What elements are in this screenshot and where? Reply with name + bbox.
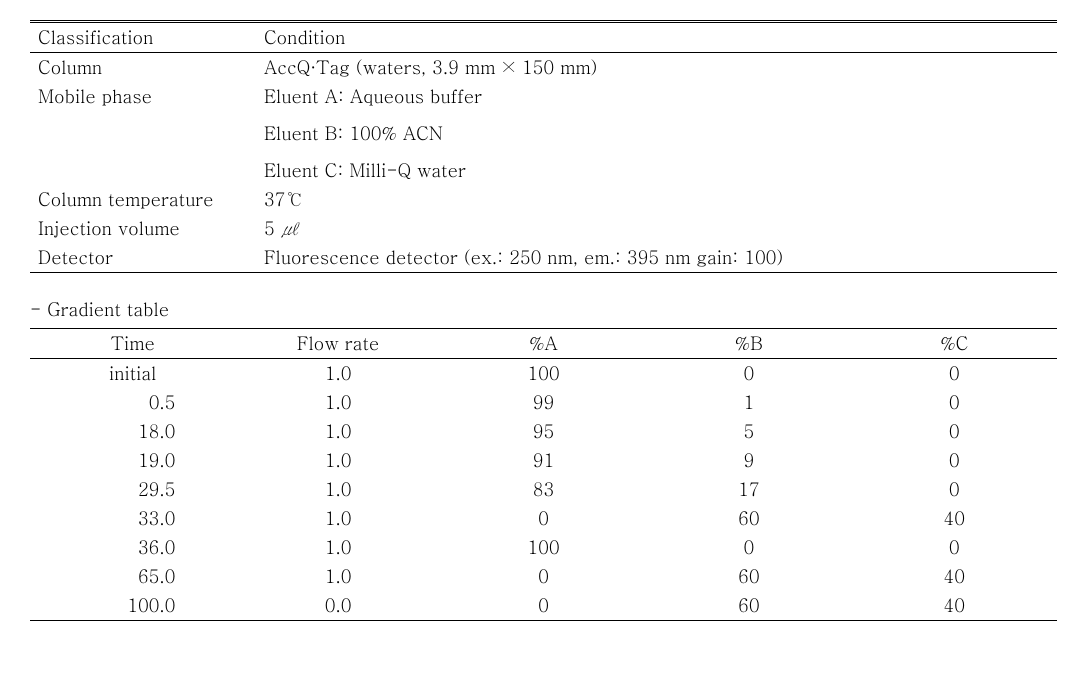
cell-time: 29.5 <box>30 475 235 504</box>
cell-a: 91 <box>441 446 646 475</box>
row-value: Fluorescence detector (ex.: 250 nm, em.:… <box>256 243 1057 273</box>
cell-a: 95 <box>441 417 646 446</box>
table-header-row: Classification Condition <box>30 22 1057 53</box>
cell-b: 60 <box>646 591 851 621</box>
conditions-table: Classification Condition ColumnAccQ·Tag … <box>30 20 1057 273</box>
cell-b: 17 <box>646 475 851 504</box>
cell-flow: 1.0 <box>235 475 440 504</box>
header-b: %B <box>646 329 851 359</box>
row-value: AccQ·Tag (waters, 3.9 mm × 150 mm) <box>256 53 1057 83</box>
row-value: Eluent C: Milli-Q water <box>256 148 1057 185</box>
table-row: Injection volume5 ㎕ <box>30 214 1057 243</box>
row-label: Mobile phase <box>30 82 256 111</box>
table-row: 19.01.09190 <box>30 446 1057 475</box>
header-flow: Flow rate <box>235 329 440 359</box>
cell-flow: 1.0 <box>235 533 440 562</box>
cell-c: 0 <box>852 446 1057 475</box>
row-label: Column <box>30 53 256 83</box>
cell-flow: 1.0 <box>235 446 440 475</box>
cell-c: 40 <box>852 504 1057 533</box>
cell-time: 0.5 <box>30 388 235 417</box>
cell-c: 40 <box>852 591 1057 621</box>
table-row: 0.51.09910 <box>30 388 1057 417</box>
table-row: Eluent B: 100% ACN <box>30 111 1057 148</box>
header-a: %A <box>441 329 646 359</box>
table-row: DetectorFluorescence detector (ex.: 250 … <box>30 243 1057 273</box>
cell-a: 0 <box>441 562 646 591</box>
cell-time: 19.0 <box>30 446 235 475</box>
cell-a: 100 <box>441 359 646 389</box>
table-row: initial1.010000 <box>30 359 1057 389</box>
cell-flow: 1.0 <box>235 359 440 389</box>
row-value: 37℃ <box>256 185 1057 214</box>
cell-b: 60 <box>646 562 851 591</box>
cell-flow: 1.0 <box>235 417 440 446</box>
cell-b: 9 <box>646 446 851 475</box>
cell-b: 1 <box>646 388 851 417</box>
cell-b: 60 <box>646 504 851 533</box>
table-row: 36.01.010000 <box>30 533 1057 562</box>
cell-flow: 1.0 <box>235 562 440 591</box>
row-value: Eluent A: Aqueous buffer <box>256 82 1057 111</box>
cell-c: 0 <box>852 475 1057 504</box>
unit-symbol: ㎕ <box>281 216 299 241</box>
cell-a: 83 <box>441 475 646 504</box>
gradient-table: Time Flow rate %A %B %C initial1.0100000… <box>30 328 1057 621</box>
cell-time: 65.0 <box>30 562 235 591</box>
cell-a: 0 <box>441 591 646 621</box>
header-condition: Condition <box>256 22 1057 53</box>
row-value: Eluent B: 100% ACN <box>256 111 1057 148</box>
cell-c: 40 <box>852 562 1057 591</box>
cell-flow: 1.0 <box>235 388 440 417</box>
row-label: Detector <box>30 243 256 273</box>
header-c: %C <box>852 329 1057 359</box>
cell-b: 5 <box>646 417 851 446</box>
cell-time: 18.0 <box>30 417 235 446</box>
table-row: Mobile phaseEluent A: Aqueous buffer <box>30 82 1057 111</box>
header-time: Time <box>30 329 235 359</box>
cell-time: 100.0 <box>30 591 235 621</box>
table-header-row: Time Flow rate %A %B %C <box>30 329 1057 359</box>
cell-time: 33.0 <box>30 504 235 533</box>
cell-flow: 1.0 <box>235 504 440 533</box>
cell-c: 0 <box>852 388 1057 417</box>
table-row: 65.01.006040 <box>30 562 1057 591</box>
cell-c: 0 <box>852 533 1057 562</box>
cell-c: 0 <box>852 417 1057 446</box>
table-row: ColumnAccQ·Tag (waters, 3.9 mm × 150 mm) <box>30 53 1057 83</box>
cell-a: 100 <box>441 533 646 562</box>
cell-time: initial <box>30 359 235 389</box>
cell-flow: 0.0 <box>235 591 440 621</box>
cell-time: 36.0 <box>30 533 235 562</box>
cell-a: 99 <box>441 388 646 417</box>
table-row: 33.01.006040 <box>30 504 1057 533</box>
header-classification: Classification <box>30 22 256 53</box>
gradient-table-label: - Gradient table <box>30 297 1057 322</box>
cell-b: 0 <box>646 359 851 389</box>
row-value: 5 ㎕ <box>256 214 1057 243</box>
table-row: Column temperature37℃ <box>30 185 1057 214</box>
cell-b: 0 <box>646 533 851 562</box>
row-label: Column temperature <box>30 185 256 214</box>
cell-a: 0 <box>441 504 646 533</box>
table-row: 29.51.083170 <box>30 475 1057 504</box>
table-row: Eluent C: Milli-Q water <box>30 148 1057 185</box>
table-row: 100.00.006040 <box>30 591 1057 621</box>
cell-c: 0 <box>852 359 1057 389</box>
row-label: Injection volume <box>30 214 256 243</box>
row-label <box>30 148 256 185</box>
row-label <box>30 111 256 148</box>
table-row: 18.01.09550 <box>30 417 1057 446</box>
